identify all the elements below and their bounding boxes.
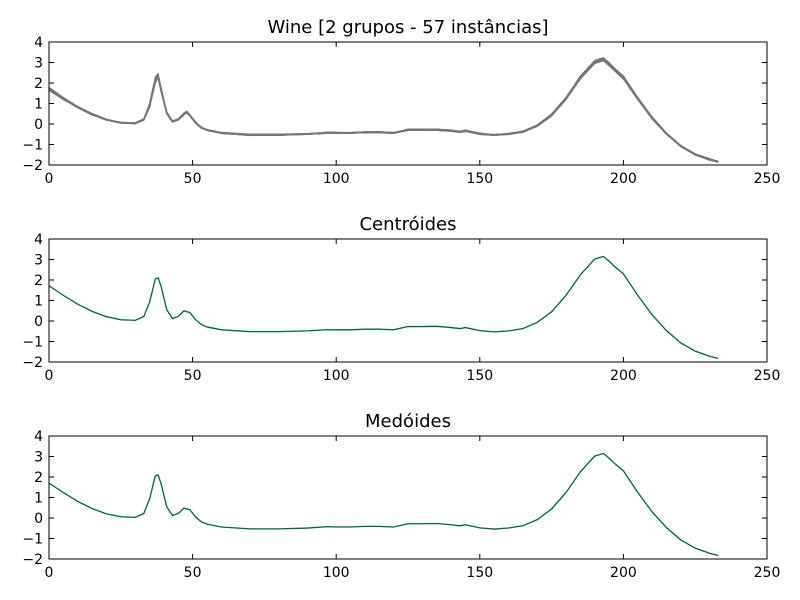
y-tick-label: −2 (22, 552, 43, 568)
y-tick-label: 2 (34, 76, 43, 92)
series-line-instance (49, 59, 719, 163)
series-line-instance (49, 59, 719, 163)
plot-frame (48, 238, 768, 363)
x-tick-label: 150 (466, 368, 493, 384)
plot-frame (48, 435, 768, 560)
x-tick-label: 100 (323, 565, 350, 581)
x-tick-label: 200 (610, 368, 637, 384)
x-tick-label: 150 (466, 565, 493, 581)
series-line-instance (49, 60, 719, 163)
chart-panel-2: Medóides 0 50 100 150 200 250 4 3 2 1 0 −1 −2 (22, 411, 780, 581)
series-line-instance (49, 59, 719, 163)
chart-title: Wine [2 grupos - 57 instâncias] (267, 17, 548, 38)
y-tick-label: 2 (34, 273, 43, 289)
y-tick-label: 3 (34, 253, 43, 269)
chart-panel-0: Wine [2 grupos - 57 instâncias] 0 50 100 150… (22, 17, 780, 187)
x-tick-label: 50 (184, 565, 202, 581)
chart-title: Centróides (359, 214, 456, 235)
series-line-instance (49, 58, 719, 163)
series-line-instance (49, 59, 719, 163)
x-tick-label: 0 (45, 368, 54, 384)
y-tick-label: 0 (34, 117, 43, 133)
series-group (49, 57, 719, 163)
x-tick-label: 0 (45, 565, 54, 581)
series-line-instance (49, 59, 719, 163)
series-line-instance (49, 59, 719, 163)
plot-frame (48, 41, 768, 166)
x-tick-label: 150 (466, 171, 493, 187)
y-tick-label: 3 (34, 450, 43, 466)
y-tick-label: 0 (34, 314, 43, 330)
x-tick-label: 50 (184, 171, 202, 187)
y-tick-label: 4 (34, 232, 43, 248)
series-line-instance (49, 60, 719, 163)
x-tick-label: 250 (754, 368, 781, 384)
x-tick-label: 250 (754, 171, 781, 187)
chart-title: Medóides (365, 411, 451, 432)
series-line-instance (49, 58, 719, 162)
y-tick-label: −1 (22, 532, 43, 548)
y-tick-label: 4 (34, 429, 43, 445)
x-tick-label: 200 (610, 565, 637, 581)
x-tick-label: 50 (184, 368, 202, 384)
series-line-instance (49, 59, 719, 163)
series-line-instance (49, 59, 719, 162)
y-tick-label: −1 (22, 138, 43, 154)
y-tick-label: 3 (34, 56, 43, 72)
series-line (49, 452, 719, 557)
x-tick-label: 250 (754, 565, 781, 581)
y-tick-label: 2 (34, 470, 43, 486)
series-line (49, 255, 719, 360)
x-tick-label: 200 (610, 171, 637, 187)
series-line-instance (49, 59, 719, 163)
series-line-instance (49, 60, 719, 163)
series-line-instance (49, 59, 719, 163)
y-tick-label: 1 (34, 294, 43, 310)
y-tick-label: 4 (34, 35, 43, 51)
chart-panel-1: Centróides 0 50 100 150 200 250 4 3 2 1 0 −1 −2 (22, 214, 780, 384)
series-line-instance (49, 59, 719, 163)
series-line-instance (49, 58, 719, 163)
y-tick-label: −2 (22, 355, 43, 371)
series-line-instance (49, 59, 719, 163)
y-tick-label: −1 (22, 335, 43, 351)
y-tick-label: 0 (34, 511, 43, 527)
series-group (49, 452, 719, 557)
series-line-instance (49, 58, 719, 162)
x-tick-label: 100 (323, 368, 350, 384)
y-tick-label: 1 (34, 97, 43, 113)
y-tick-label: −2 (22, 158, 43, 174)
series-group (49, 255, 719, 360)
series-line-instance (49, 59, 719, 163)
x-tick-label: 100 (323, 171, 350, 187)
series-line-instance (49, 59, 719, 163)
series-line-instance (49, 59, 719, 163)
x-tick-label: 0 (45, 171, 54, 187)
y-tick-label: 1 (34, 491, 43, 507)
